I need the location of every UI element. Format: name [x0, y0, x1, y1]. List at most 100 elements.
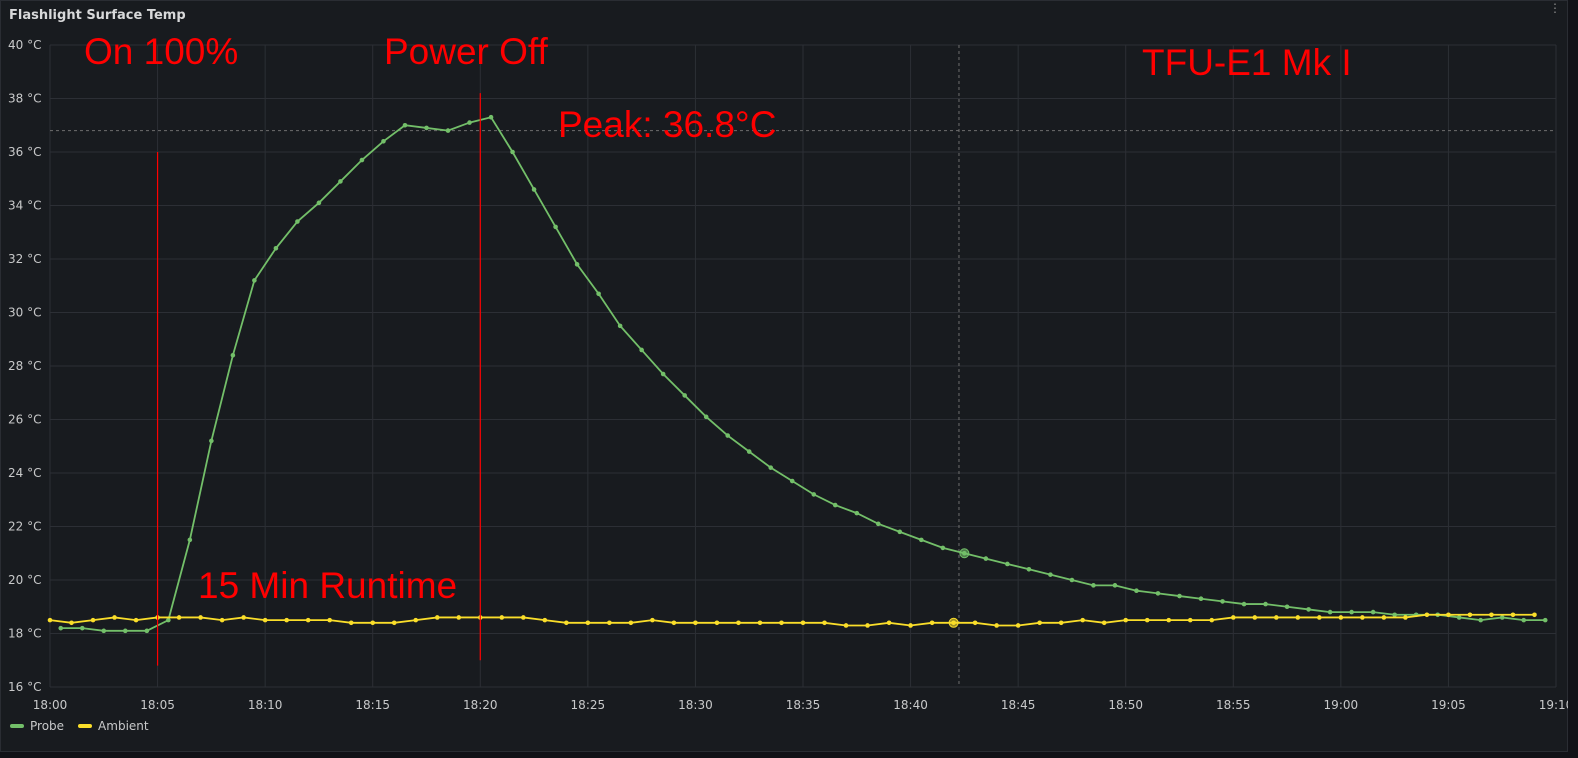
legend-item-ambient[interactable]: Ambient: [78, 719, 149, 733]
data-point-ambient[interactable]: [1187, 617, 1193, 623]
data-point-probe[interactable]: [1349, 609, 1354, 615]
data-point-probe[interactable]: [725, 433, 730, 438]
vertical-dots-icon[interactable]: ⋮: [1549, 1, 1561, 15]
data-point-ambient[interactable]: [521, 615, 526, 620]
data-point-ambient[interactable]: [305, 617, 311, 623]
data-point-probe[interactable]: [123, 628, 128, 634]
data-point-ambient[interactable]: [413, 617, 419, 623]
data-point-probe[interactable]: [596, 291, 601, 297]
data-point-probe[interactable]: [1392, 612, 1397, 618]
data-point-ambient[interactable]: [1467, 612, 1473, 618]
data-point-probe[interactable]: [510, 149, 515, 155]
data-point-probe[interactable]: [252, 278, 257, 283]
data-point-ambient[interactable]: [1510, 612, 1516, 618]
data-point-ambient[interactable]: [1080, 617, 1085, 623]
data-point-ambient[interactable]: [929, 620, 935, 626]
data-point-probe[interactable]: [897, 529, 903, 535]
data-point-ambient[interactable]: [1037, 620, 1042, 626]
data-point-ambient[interactable]: [1209, 617, 1215, 623]
data-point-probe[interactable]: [1155, 591, 1161, 596]
data-point-probe[interactable]: [1198, 596, 1204, 602]
data-point-ambient[interactable]: [327, 617, 332, 623]
data-point-ambient[interactable]: [1295, 615, 1301, 620]
data-point-probe[interactable]: [1499, 615, 1505, 620]
data-point-ambient[interactable]: [1166, 617, 1172, 623]
legend-item-probe[interactable]: Probe: [10, 719, 64, 733]
data-point-probe[interactable]: [940, 545, 946, 551]
data-point-ambient[interactable]: [757, 620, 763, 626]
data-point-ambient[interactable]: [1338, 615, 1344, 620]
data-point-probe[interactable]: [295, 219, 300, 224]
data-point-probe[interactable]: [746, 449, 752, 454]
data-point-ambient[interactable]: [47, 617, 53, 623]
data-point-probe[interactable]: [854, 510, 860, 516]
data-point-probe[interactable]: [682, 393, 687, 398]
data-point-ambient[interactable]: [112, 615, 117, 620]
data-point-ambient[interactable]: [1489, 612, 1494, 618]
data-point-probe[interactable]: [983, 556, 989, 561]
data-point-probe[interactable]: [1048, 572, 1053, 577]
data-point-probe[interactable]: [1177, 593, 1182, 599]
data-point-ambient[interactable]: [1230, 615, 1236, 620]
data-point-probe[interactable]: [1327, 609, 1333, 615]
data-point-probe[interactable]: [1521, 617, 1527, 623]
data-point-probe[interactable]: [1263, 601, 1268, 607]
data-point-ambient[interactable]: [348, 620, 354, 626]
data-point-probe[interactable]: [574, 262, 580, 267]
data-point-probe[interactable]: [445, 128, 451, 133]
data-point-ambient[interactable]: [542, 617, 548, 623]
data-point-probe[interactable]: [273, 246, 279, 251]
data-point-ambient[interactable]: [1317, 615, 1322, 620]
data-point-ambient[interactable]: [800, 620, 806, 626]
data-point-probe[interactable]: [789, 478, 795, 484]
data-point-probe[interactable]: [402, 122, 408, 128]
data-point-ambient[interactable]: [456, 615, 462, 620]
data-point-ambient[interactable]: [650, 617, 655, 623]
data-point-probe[interactable]: [553, 224, 558, 230]
data-point-probe[interactable]: [209, 438, 214, 444]
data-point-ambient[interactable]: [607, 620, 612, 626]
data-point-ambient[interactable]: [972, 620, 978, 626]
data-point-probe[interactable]: [1542, 617, 1548, 623]
data-point-ambient[interactable]: [865, 623, 870, 628]
data-point-probe[interactable]: [1069, 577, 1075, 583]
data-point-ambient[interactable]: [90, 617, 96, 623]
data-point-ambient[interactable]: [1101, 620, 1107, 626]
data-point-ambient[interactable]: [671, 620, 677, 626]
data-point-probe[interactable]: [1005, 561, 1010, 567]
data-point-ambient[interactable]: [1144, 617, 1150, 623]
data-point-ambient[interactable]: [886, 620, 892, 626]
data-point-ambient[interactable]: [434, 615, 440, 620]
data-point-probe[interactable]: [876, 521, 881, 527]
data-point-probe[interactable]: [1134, 588, 1139, 593]
data-point-ambient[interactable]: [994, 623, 999, 628]
data-point-probe[interactable]: [919, 537, 924, 543]
data-point-ambient[interactable]: [1123, 617, 1129, 623]
data-point-probe[interactable]: [832, 502, 838, 508]
data-point-probe[interactable]: [1456, 615, 1462, 620]
data-point-ambient[interactable]: [133, 617, 139, 623]
data-point-ambient[interactable]: [198, 615, 203, 620]
data-point-ambient[interactable]: [628, 620, 634, 626]
data-point-probe[interactable]: [467, 120, 472, 125]
data-point-ambient[interactable]: [1446, 612, 1451, 618]
data-point-ambient[interactable]: [284, 617, 289, 623]
data-point-probe[interactable]: [1478, 617, 1483, 623]
data-point-probe[interactable]: [79, 625, 85, 631]
data-point-probe[interactable]: [639, 347, 644, 353]
data-point-ambient[interactable]: [391, 620, 397, 626]
data-point-probe[interactable]: [617, 323, 623, 329]
data-point-probe[interactable]: [768, 465, 774, 470]
data-point-ambient[interactable]: [241, 615, 246, 620]
data-point-probe[interactable]: [187, 537, 193, 543]
data-point-ambient[interactable]: [822, 620, 827, 626]
data-point-probe[interactable]: [424, 125, 429, 131]
data-point-ambient[interactable]: [693, 620, 698, 626]
data-point-probe[interactable]: [1370, 609, 1376, 615]
data-point-probe[interactable]: [1091, 583, 1096, 588]
data-point-probe[interactable]: [1220, 599, 1225, 604]
data-point-ambient[interactable]: [1424, 612, 1430, 618]
data-point-ambient[interactable]: [1360, 615, 1365, 620]
data-point-ambient[interactable]: [1252, 615, 1258, 620]
